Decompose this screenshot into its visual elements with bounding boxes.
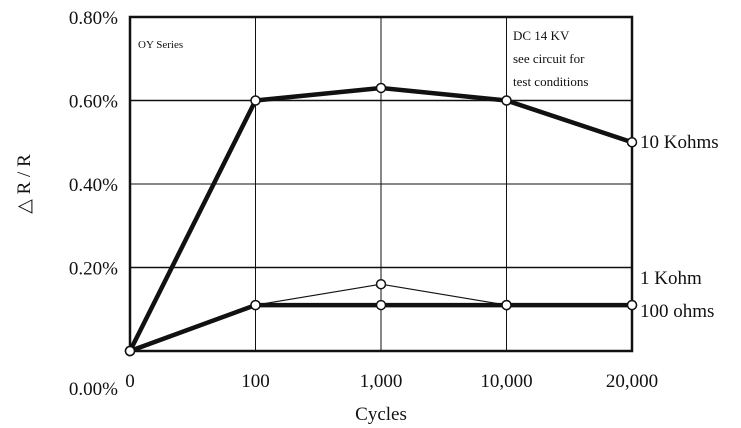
y-tick-label: 0.80%	[69, 8, 118, 29]
data-point	[126, 347, 135, 356]
series-label: 1 Kohm	[640, 268, 702, 289]
data-point	[251, 301, 260, 310]
data-point	[502, 301, 511, 310]
data-point	[377, 301, 386, 310]
data-point	[377, 280, 386, 289]
annotation-top-right-line-1: DC 14 KV	[513, 28, 570, 43]
x-tick-labels: 0 100 1,000 10,000 20,000	[125, 371, 658, 392]
data-point	[628, 301, 637, 310]
x-tick-label: 1,000	[360, 371, 403, 392]
annotation-top-right-line-3: test conditions	[513, 74, 588, 89]
x-tick-label: 20,000	[606, 371, 658, 392]
series-label: 100 ohms	[640, 301, 714, 322]
x-tick-label: 100	[241, 371, 270, 392]
data-point	[377, 83, 386, 92]
series-labels: 10 Kohms 1 Kohm 100 ohms	[640, 132, 719, 322]
series-label: 10 Kohms	[640, 132, 719, 153]
y-tick-label: 0.60%	[69, 92, 118, 113]
data-point	[251, 96, 260, 105]
annotation-top-left: OY Series	[138, 39, 183, 51]
y-axis-label: △ R / R	[14, 154, 35, 214]
y-tick-label: 0.20%	[69, 259, 118, 280]
x-tick-label: 0	[125, 371, 135, 392]
y-tick-label: 0.40%	[69, 175, 118, 196]
annotation-top-right-line-2: see circuit for	[513, 51, 585, 66]
y-tick-label: 0.00%	[69, 379, 118, 400]
x-axis-label: Cycles	[355, 404, 407, 425]
y-tick-labels: 0.00% 0.20% 0.40% 0.60% 0.80%	[69, 8, 118, 400]
data-point	[628, 138, 637, 147]
x-tick-label: 10,000	[480, 371, 532, 392]
data-point	[502, 96, 511, 105]
